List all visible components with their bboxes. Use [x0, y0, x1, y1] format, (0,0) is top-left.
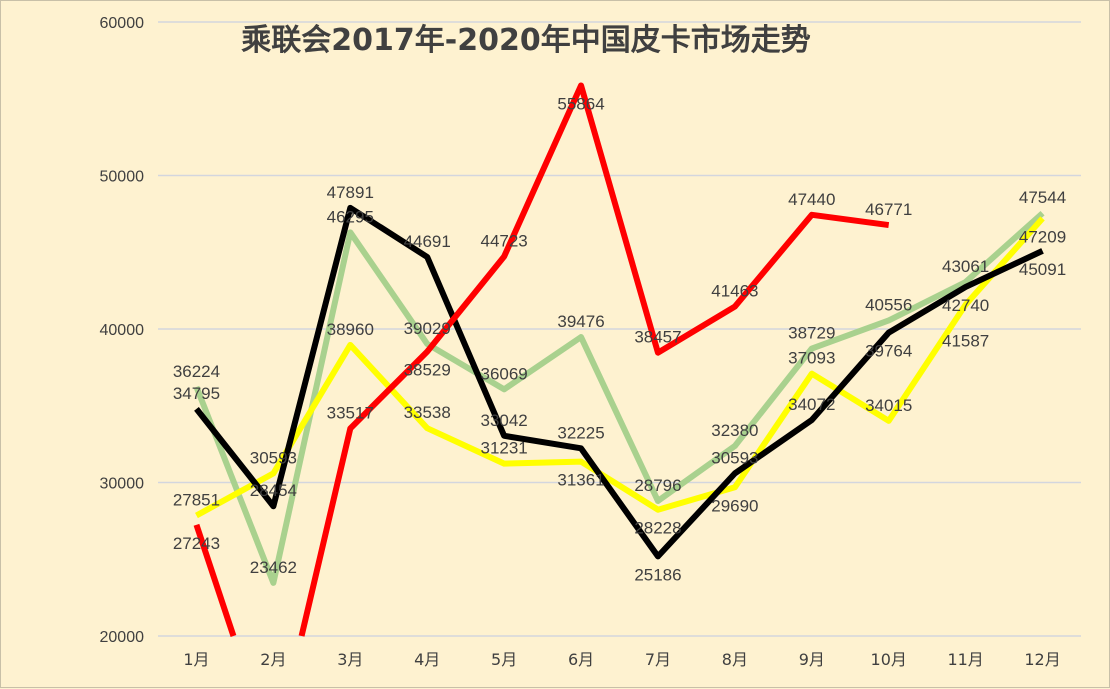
data-label: 32380: [711, 421, 758, 440]
data-label: 28796: [634, 476, 681, 495]
data-label: 46295: [327, 207, 374, 226]
y-tick-label: 40000: [100, 322, 145, 339]
data-label: 55864: [557, 94, 604, 113]
data-label: 38457: [634, 328, 681, 347]
y-tick-label: 50000: [100, 169, 145, 186]
x-tick-label: 9月: [799, 650, 825, 669]
x-tick-label: 5月: [491, 650, 517, 669]
data-label: 36224: [173, 362, 220, 381]
data-label: 44723: [480, 232, 527, 251]
data-label: 33042: [480, 411, 527, 430]
x-tick-label: 12月: [1024, 650, 1060, 669]
data-label: 47209: [1019, 227, 1066, 246]
data-label: 32225: [557, 423, 604, 442]
data-label: 34015: [865, 396, 912, 415]
data-label: 30593: [250, 448, 297, 467]
data-label: 47544: [1019, 188, 1066, 207]
x-tick-label: 1月: [183, 650, 209, 669]
x-tick-label: 6月: [568, 650, 594, 669]
series-line-4: [193, 523, 237, 637]
series-line-2: [195, 216, 1045, 519]
data-label: 36069: [480, 364, 527, 383]
data-label: 28228: [634, 519, 681, 538]
data-label: 33538: [404, 403, 451, 422]
data-label: 47891: [327, 183, 374, 202]
data-label: 39764: [865, 342, 912, 361]
data-label: 29690: [711, 496, 758, 515]
data-label: 38960: [327, 320, 374, 339]
x-tick-label: 10月: [871, 650, 907, 669]
data-label: 27851: [173, 490, 220, 509]
data-label: 44691: [404, 232, 451, 251]
y-tick-label: 60000: [100, 15, 145, 32]
x-tick-label: 7月: [645, 650, 671, 669]
data-label: 23462: [250, 558, 297, 577]
data-label: 46771: [865, 200, 912, 219]
x-tick-label: 3月: [337, 650, 363, 669]
series-lines: [193, 82, 1045, 637]
data-label: 31231: [480, 439, 527, 458]
chart-title: 乘联会2017年-2020年中国皮卡市场走势: [241, 23, 811, 58]
series-line-1: [193, 210, 1045, 586]
data-label: 33517: [327, 404, 374, 423]
data-label: 47440: [788, 190, 835, 209]
data-label: 34072: [788, 395, 835, 414]
data-label: 37093: [788, 349, 835, 368]
data-label: 27243: [173, 534, 220, 553]
data-label: 25186: [634, 565, 681, 584]
x-tick-label: 2月: [260, 650, 286, 669]
y-tick-label: 20000: [100, 629, 145, 646]
data-label: 41463: [711, 282, 758, 301]
y-tick-label: 30000: [100, 476, 145, 493]
data-label: 39029: [404, 319, 451, 338]
x-tick-label: 4月: [414, 650, 440, 669]
data-label: 30593: [711, 448, 758, 467]
series-line-3: [194, 204, 1044, 560]
data-label: 34795: [173, 384, 220, 403]
x-tick-label: 8月: [722, 650, 748, 669]
series-line-4: [298, 82, 890, 637]
data-label: 38729: [788, 324, 835, 343]
x-tick-label: 11月: [947, 650, 983, 669]
data-label: 38529: [404, 361, 451, 380]
data-label: 45091: [1019, 260, 1066, 279]
data-label: 40556: [865, 295, 912, 314]
data-label: 41587: [942, 332, 989, 351]
data-label: 42740: [942, 296, 989, 315]
data-label: 39476: [557, 312, 604, 331]
data-label: 43061: [942, 257, 989, 276]
data-label: 28454: [250, 481, 297, 500]
data-label: 31361: [557, 471, 604, 490]
